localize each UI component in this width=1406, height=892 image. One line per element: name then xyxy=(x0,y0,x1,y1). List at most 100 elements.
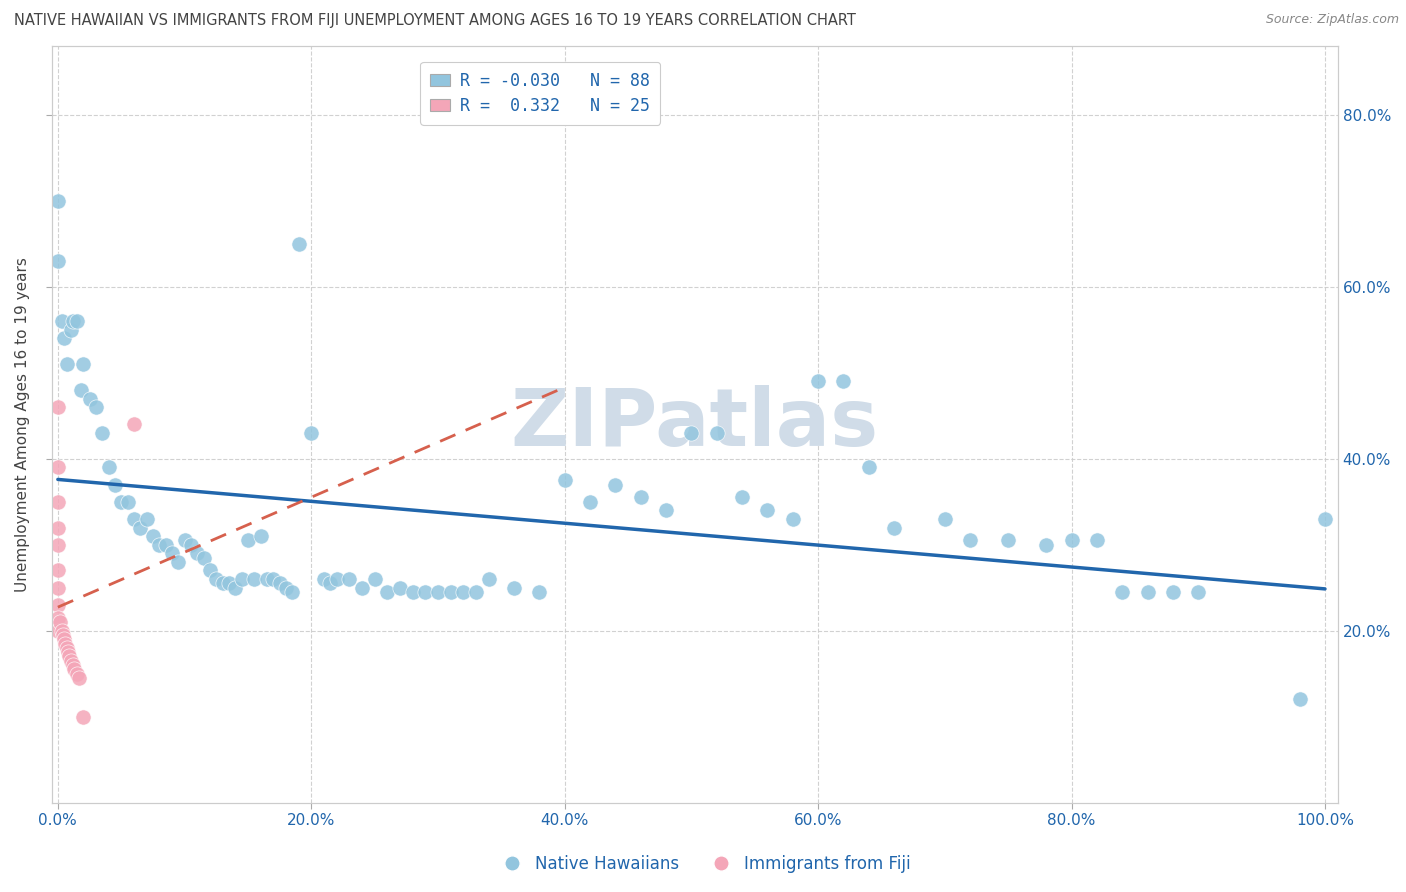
Point xyxy=(363,572,385,586)
Point xyxy=(173,533,195,548)
Point xyxy=(655,503,678,517)
Point xyxy=(756,503,779,517)
Point xyxy=(440,585,463,599)
Point xyxy=(453,585,475,599)
Point xyxy=(117,494,139,508)
Point xyxy=(69,383,91,397)
Point xyxy=(478,572,501,586)
Point xyxy=(91,425,114,440)
Point xyxy=(243,572,266,586)
Point xyxy=(46,254,69,268)
Point xyxy=(1288,692,1310,706)
Point xyxy=(731,491,754,505)
Point xyxy=(46,624,69,638)
Point xyxy=(681,425,703,440)
Point xyxy=(52,628,75,642)
Text: NATIVE HAWAIIAN VS IMMIGRANTS FROM FIJI UNEMPLOYMENT AMONG AGES 16 TO 19 YEARS C: NATIVE HAWAIIAN VS IMMIGRANTS FROM FIJI … xyxy=(14,13,856,29)
Point xyxy=(312,572,335,586)
Point xyxy=(319,576,342,591)
Point xyxy=(51,314,73,328)
Point xyxy=(1111,585,1133,599)
Point xyxy=(630,491,652,505)
Point xyxy=(62,658,84,673)
Point xyxy=(1060,533,1083,548)
Point xyxy=(858,460,880,475)
Text: ZIPatlas: ZIPatlas xyxy=(510,385,879,463)
Point xyxy=(1161,585,1184,599)
Point xyxy=(53,632,76,647)
Text: Source: ZipAtlas.com: Source: ZipAtlas.com xyxy=(1265,13,1399,27)
Point xyxy=(1187,585,1209,599)
Point xyxy=(55,357,77,371)
Point xyxy=(529,585,551,599)
Point xyxy=(269,576,291,591)
Point xyxy=(198,564,221,578)
Point xyxy=(46,494,69,508)
Legend: Native Hawaiians, Immigrants from Fiji: Native Hawaiians, Immigrants from Fiji xyxy=(488,848,918,880)
Point xyxy=(934,512,956,526)
Point xyxy=(66,314,89,328)
Point xyxy=(401,585,423,599)
Point xyxy=(236,533,259,548)
Point xyxy=(62,314,84,328)
Point xyxy=(148,538,170,552)
Point xyxy=(706,425,728,440)
Point xyxy=(135,512,157,526)
Point xyxy=(46,611,69,625)
Point xyxy=(97,460,120,475)
Point xyxy=(959,533,981,548)
Point xyxy=(46,564,69,578)
Point xyxy=(122,512,145,526)
Point xyxy=(503,581,526,595)
Point xyxy=(58,649,80,664)
Point xyxy=(337,572,360,586)
Point xyxy=(1035,538,1057,552)
Point xyxy=(579,494,602,508)
Point xyxy=(807,375,830,389)
Point xyxy=(122,417,145,432)
Point xyxy=(186,546,208,560)
Point xyxy=(782,512,804,526)
Point xyxy=(84,400,107,414)
Point xyxy=(46,598,69,612)
Point xyxy=(53,331,76,345)
Point xyxy=(46,400,69,414)
Point xyxy=(142,529,165,543)
Point xyxy=(67,671,90,685)
Y-axis label: Unemployment Among Ages 16 to 19 years: Unemployment Among Ages 16 to 19 years xyxy=(15,257,30,591)
Point xyxy=(56,645,79,659)
Point xyxy=(72,709,94,723)
Point xyxy=(46,194,69,208)
Point xyxy=(299,425,322,440)
Point xyxy=(110,494,132,508)
Point xyxy=(1136,585,1159,599)
Point xyxy=(59,323,82,337)
Point xyxy=(218,576,240,591)
Legend: R = -0.030   N = 88, R =  0.332   N = 25: R = -0.030 N = 88, R = 0.332 N = 25 xyxy=(420,62,661,125)
Point xyxy=(46,581,69,595)
Point xyxy=(554,473,576,487)
Point xyxy=(55,640,77,655)
Point xyxy=(224,581,246,595)
Point xyxy=(49,615,72,629)
Point xyxy=(375,585,398,599)
Point xyxy=(72,357,94,371)
Point xyxy=(415,585,437,599)
Point xyxy=(79,392,101,406)
Point xyxy=(46,460,69,475)
Point xyxy=(281,585,304,599)
Point xyxy=(55,636,77,650)
Point xyxy=(274,581,297,595)
Point xyxy=(104,477,127,491)
Point xyxy=(249,529,271,543)
Point xyxy=(46,520,69,534)
Point xyxy=(1085,533,1108,548)
Point xyxy=(167,555,190,569)
Point xyxy=(256,572,278,586)
Point xyxy=(66,666,89,681)
Point xyxy=(59,654,82,668)
Point xyxy=(129,520,152,534)
Point xyxy=(231,572,253,586)
Point xyxy=(388,581,411,595)
Point xyxy=(205,572,228,586)
